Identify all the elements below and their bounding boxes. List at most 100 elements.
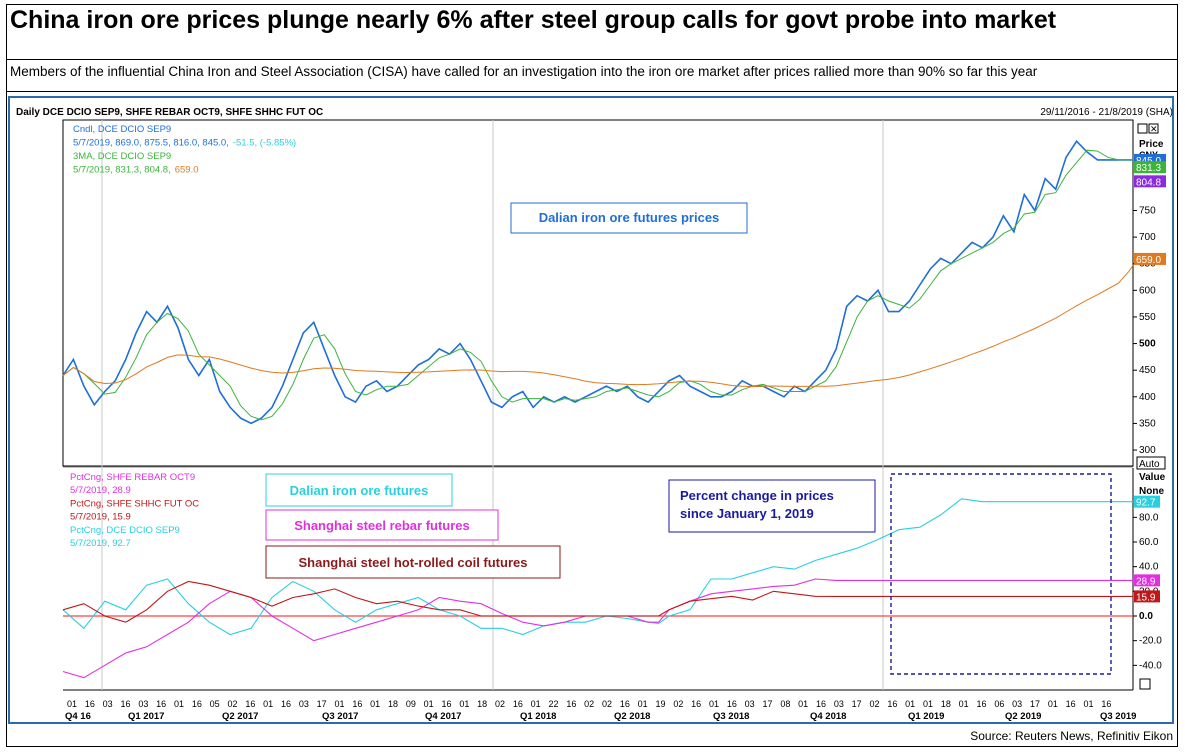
source-note: Source: Reuters News, Refinitiv Eikon (970, 729, 1173, 743)
x-quarter-label: Q2 2017 (222, 711, 258, 722)
x-day-tick: 16 (442, 699, 452, 709)
pct-legend-line: PctCng, DCE DCIO SEP9 (70, 525, 180, 536)
x-day-tick: 05 (210, 699, 220, 709)
x-day-tick: 17 (852, 699, 862, 709)
price-legend-extra: -51.5, (-5.85%) (233, 138, 296, 149)
chart-frame (8, 96, 1174, 724)
instrument-list: Daily DCE DCIO SEP9, SHFE REBAR OCT9, SH… (16, 107, 324, 118)
pct-badge-bg (1134, 590, 1160, 603)
figure-border (6, 4, 1178, 747)
x-day-tick: 16 (85, 699, 95, 709)
series-label-box (265, 545, 561, 579)
price-tick-label: 750 (1139, 205, 1156, 216)
price-badge-bg (1134, 175, 1166, 188)
x-quarter-label: Q2 2019 (1005, 711, 1041, 722)
x-quarter-label: Q4 2017 (425, 711, 461, 722)
x-day-tick: 16 (977, 699, 987, 709)
price-tick-label: 300 (1139, 445, 1156, 456)
pct-legend-line: 5/7/2019, 92.7 (70, 538, 131, 549)
subtitle: Members of the influential China Iron an… (10, 64, 1038, 79)
title-divider (6, 59, 1178, 60)
pct-axis-unit: None (1139, 486, 1164, 497)
x-day-tick: 16 (245, 699, 255, 709)
pct-legend-line: 5/7/2019, 15.9 (70, 512, 131, 523)
pct-axis-label: Value (1139, 472, 1166, 483)
dalian-price-line (62, 140, 1133, 425)
price-badge-bg (1134, 252, 1166, 265)
hrc-pct-line (62, 580, 1133, 623)
price-legend-line: 5/7/2019, 869.0, 875.5, 816.0, 845.0, (73, 138, 229, 149)
close-glyph-icon: ✕ (1150, 124, 1158, 134)
price-badge-value: 659.0 (1136, 255, 1161, 266)
x-day-tick: 18 (941, 699, 951, 709)
price-legend-line: Cndl, DCE DCIO SEP9 (73, 124, 171, 135)
x-quarter-label: Q1 2019 (908, 711, 944, 722)
pct-badge-bg (1134, 574, 1160, 587)
x-day-tick: 02 (495, 699, 505, 709)
x-day-tick: 03 (745, 699, 755, 709)
x-day-tick: 03 (834, 699, 844, 709)
price-tick-label: 500 (1139, 339, 1156, 350)
price-tick-label: 350 (1139, 418, 1156, 429)
x-day-tick: 02 (602, 699, 612, 709)
x-day-tick: 01 (1048, 699, 1058, 709)
x-day-tick: 09 (406, 699, 416, 709)
auto-scale-label: Auto (1139, 459, 1160, 470)
ytd-highlight-box (890, 473, 1112, 675)
pct-title-line-2: since January 1, 2019 (680, 506, 814, 521)
x-day-tick: 01 (798, 699, 808, 709)
x-day-tick: 16 (887, 699, 897, 709)
series-label: Dalian iron ore futures (290, 483, 429, 498)
series-label-box (265, 473, 453, 507)
x-day-tick: 16 (281, 699, 291, 709)
pct-legend-line: PctCng, SHFE REBAR OCT9 (70, 472, 195, 483)
x-day-tick: 17 (763, 699, 773, 709)
x-quarter-label: Q3 2018 (713, 711, 749, 722)
x-day-tick: 08 (780, 699, 790, 709)
x-day-tick: 16 (1101, 699, 1111, 709)
price-chart-title: Dalian iron ore futures prices (539, 210, 720, 225)
x-day-tick: 19 (656, 699, 666, 709)
x-day-tick: 16 (816, 699, 826, 709)
price-title-box (510, 202, 748, 234)
pct-title-box (668, 479, 876, 533)
price-axis-label: Price (1139, 139, 1164, 150)
page-title: China iron ore prices plunge nearly 6% a… (10, 6, 1057, 34)
x-day-tick: 03 (103, 699, 113, 709)
x-day-tick: 01 (1084, 699, 1094, 709)
pct-tick-label: -20.0 (1139, 636, 1162, 647)
pct-tick-label: -40.0 (1139, 660, 1162, 671)
x-day-tick: 01 (459, 699, 469, 709)
x-day-tick: 16 (121, 699, 131, 709)
series-label-box (265, 509, 499, 541)
x-day-tick: 06 (994, 699, 1004, 709)
x-day-tick: 16 (1066, 699, 1076, 709)
price-tick-label: 600 (1139, 285, 1156, 296)
x-day-tick: 01 (370, 699, 380, 709)
x-day-tick: 16 (192, 699, 202, 709)
x-quarter-label: Q2 2018 (614, 711, 650, 722)
pct-panel-scale-icon (1139, 678, 1151, 690)
x-day-tick: 01 (638, 699, 648, 709)
x-day-tick: 02 (870, 699, 880, 709)
subtitle-divider (6, 91, 1178, 92)
x-day-tick: 16 (566, 699, 576, 709)
price-panel-border (62, 119, 1134, 467)
pct-legend-line: 5/7/2019, 28.9 (70, 485, 131, 496)
price-tick-label: 550 (1139, 312, 1156, 323)
price-badge-bg (1134, 161, 1166, 174)
pct-badge-bg (1134, 495, 1160, 508)
x-day-tick: 02 (673, 699, 683, 709)
ma3-line (62, 149, 1133, 421)
x-day-tick: 03 (299, 699, 309, 709)
x-day-tick: 03 (138, 699, 148, 709)
price-tick-label: 450 (1139, 365, 1156, 376)
x-day-tick: 01 (905, 699, 915, 709)
x-day-tick: 18 (477, 699, 487, 709)
x-day-tick: 18 (388, 699, 398, 709)
pct-legend-line: PctCng, SHFE SHHC FUT OC (70, 498, 199, 509)
x-day-tick: 01 (424, 699, 434, 709)
x-day-tick: 02 (584, 699, 594, 709)
x-day-tick: 16 (513, 699, 523, 709)
